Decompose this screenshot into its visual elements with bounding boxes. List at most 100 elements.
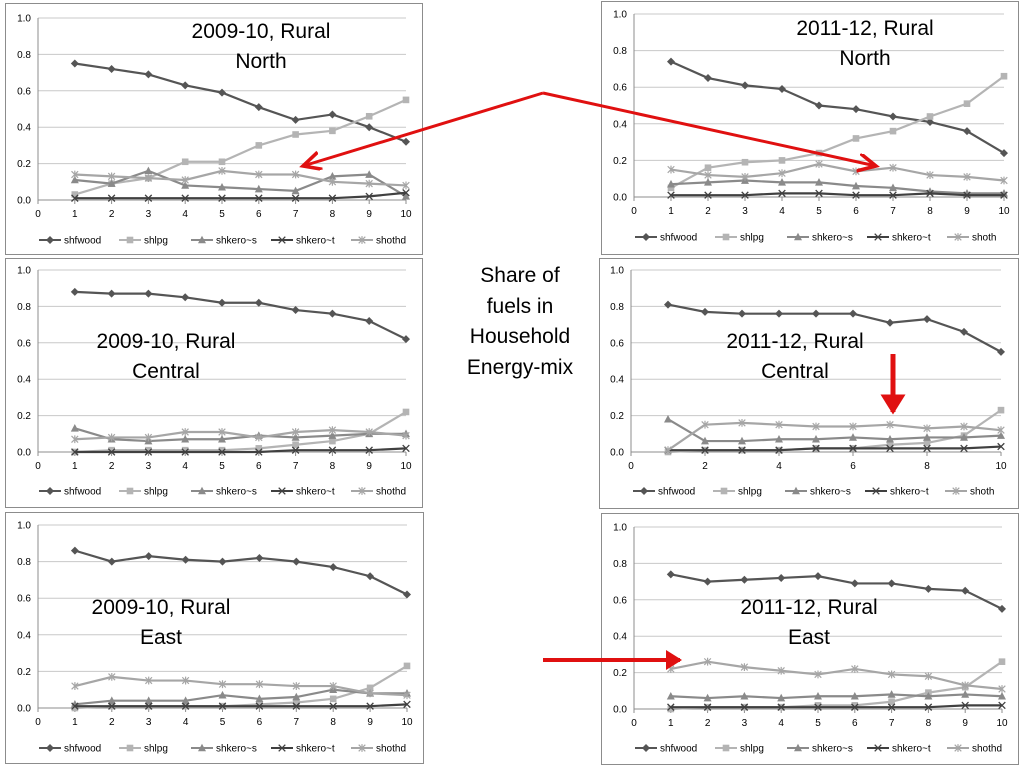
data-point xyxy=(814,703,822,711)
data-point xyxy=(71,194,79,202)
x-tick-label: 10 xyxy=(998,206,1010,217)
data-point xyxy=(181,194,189,202)
data-point xyxy=(667,57,675,66)
x-tick-label: 0 xyxy=(35,209,41,220)
x-tick-label: 9 xyxy=(962,718,968,729)
series-line xyxy=(670,179,1004,195)
x-tick-label: 2 xyxy=(705,206,711,217)
data-point xyxy=(740,703,749,711)
series-shothd xyxy=(71,672,411,700)
data-point xyxy=(328,172,337,180)
chart-svg: 0.0 0.2 0.4 0.6 0.8 1.0 0 1 2 3 4 5 6 7 8 9 10 shfwood shl… xyxy=(17,521,413,755)
x-tick-label: 10 xyxy=(400,209,412,220)
x-tick-label: 4 xyxy=(182,209,188,220)
data-point xyxy=(961,701,969,710)
data-point xyxy=(291,306,300,315)
y-tick-label: 0.2 xyxy=(17,411,31,422)
series-shkero~s xyxy=(664,414,1005,445)
data-point xyxy=(741,158,749,166)
data-point xyxy=(701,446,709,454)
data-point xyxy=(738,436,746,445)
legend-marker xyxy=(278,236,286,244)
data-point xyxy=(667,703,675,711)
legend-label: shlpg xyxy=(738,487,762,498)
x-tick-label: 3 xyxy=(146,461,152,472)
data-point xyxy=(144,696,153,704)
series-shfwood xyxy=(666,570,1006,613)
series-shkero~s xyxy=(70,685,411,708)
x-tick-label: 10 xyxy=(995,461,1007,472)
data-point xyxy=(403,590,411,599)
chart-title: 2009-10, Rural East xyxy=(91,596,231,649)
series-shkero~t xyxy=(71,700,411,710)
data-point xyxy=(1000,149,1008,158)
x-tick-label: 8 xyxy=(330,717,336,728)
chart-title: 2009-10, Rural North xyxy=(191,20,331,73)
x-tick-label: 0 xyxy=(35,461,41,472)
data-point xyxy=(366,684,374,692)
data-point xyxy=(181,81,190,90)
y-tick-label: 1.0 xyxy=(613,523,627,534)
x-tick-label: 7 xyxy=(293,209,299,220)
data-point xyxy=(144,70,153,79)
data-point xyxy=(71,191,79,198)
data-point xyxy=(328,446,337,454)
data-point xyxy=(704,178,712,186)
data-point xyxy=(218,446,226,454)
data-point xyxy=(815,149,823,157)
data-point xyxy=(738,446,746,454)
data-point xyxy=(108,702,116,710)
data-point xyxy=(329,563,338,572)
data-point xyxy=(329,695,337,703)
data-point xyxy=(664,300,672,309)
data-point xyxy=(328,426,337,435)
data-point xyxy=(292,692,301,701)
data-point xyxy=(963,172,971,181)
x-tick-label: 3 xyxy=(742,206,748,217)
data-point xyxy=(255,445,263,452)
x-tick-label: 8 xyxy=(330,209,336,220)
data-point xyxy=(814,572,822,581)
series-shoth xyxy=(667,160,1008,185)
data-point xyxy=(181,702,190,710)
data-point xyxy=(218,298,226,307)
data-point xyxy=(255,142,263,149)
data-point xyxy=(775,420,783,429)
x-tick-label: 6 xyxy=(850,461,856,472)
y-tick-label: 0.4 xyxy=(610,375,624,386)
data-point xyxy=(218,194,226,202)
data-point xyxy=(997,347,1005,356)
series-shfwood xyxy=(70,546,411,599)
legend-marker xyxy=(126,487,134,495)
data-point xyxy=(402,408,410,416)
data-point xyxy=(181,434,190,443)
data-point xyxy=(850,579,859,588)
data-point xyxy=(365,170,374,178)
data-point xyxy=(292,557,301,566)
data-point xyxy=(889,191,897,199)
series-line xyxy=(670,704,1002,709)
legend-label: shkero~t xyxy=(890,487,929,498)
data-point xyxy=(889,112,897,121)
data-point xyxy=(255,194,263,202)
series-line xyxy=(671,192,1004,197)
data-point xyxy=(666,691,675,700)
data-point xyxy=(366,689,374,698)
series-line xyxy=(667,303,1002,353)
data-point xyxy=(886,318,894,327)
data-point xyxy=(365,428,373,436)
data-point xyxy=(71,435,79,444)
legend-label: shothd xyxy=(972,744,1002,755)
legend: shfwood shlpg shkero~s shkero~t shothd xyxy=(39,487,406,498)
data-point xyxy=(889,163,897,172)
legend-label: shkero~t xyxy=(296,744,335,755)
legend-marker xyxy=(722,744,730,752)
data-point xyxy=(218,680,227,689)
data-point xyxy=(852,135,860,142)
x-tick-label: 3 xyxy=(742,718,748,729)
y-tick-label: 1.0 xyxy=(17,14,31,25)
legend: shfwood shlpg shkero~s shkero~t shothd xyxy=(635,744,1002,755)
data-point xyxy=(703,703,712,711)
data-point xyxy=(181,696,190,704)
data-point xyxy=(144,166,153,175)
